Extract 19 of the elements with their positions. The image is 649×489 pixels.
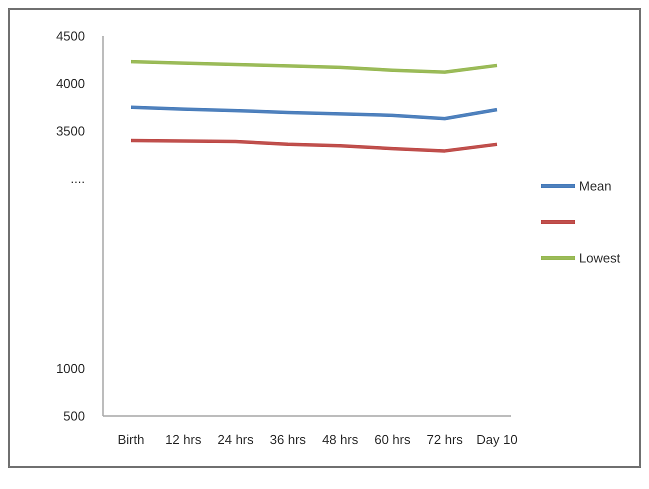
x-tick-label: 24 hrs: [218, 432, 254, 447]
y-tick-label: 4500: [56, 28, 85, 44]
y-tick-label: 4000: [56, 76, 85, 91]
y-tick-label: ....: [70, 171, 85, 186]
line-series: [129, 60, 499, 74]
y-tick-label: 3500: [56, 124, 85, 138]
y-tick-label: 500: [63, 408, 85, 424]
line-series: [129, 138, 499, 153]
y-tick-label: 1000: [56, 361, 85, 376]
legend-label: Mean: [579, 178, 612, 194]
x-tick-label: 12 hrs: [165, 432, 202, 447]
x-tick-label: 48 hrs: [322, 432, 359, 447]
x-tick-label: Birth: [118, 432, 144, 447]
line-series: [129, 106, 499, 120]
x-tick-label: 36 hrs: [270, 432, 306, 447]
legend-label: Lowest: [579, 250, 621, 266]
x-tick-label: 60 hrs: [374, 432, 411, 447]
x-tick-label: Day 10: [476, 432, 518, 447]
x-tick-label: 72 hrs: [426, 432, 464, 447]
